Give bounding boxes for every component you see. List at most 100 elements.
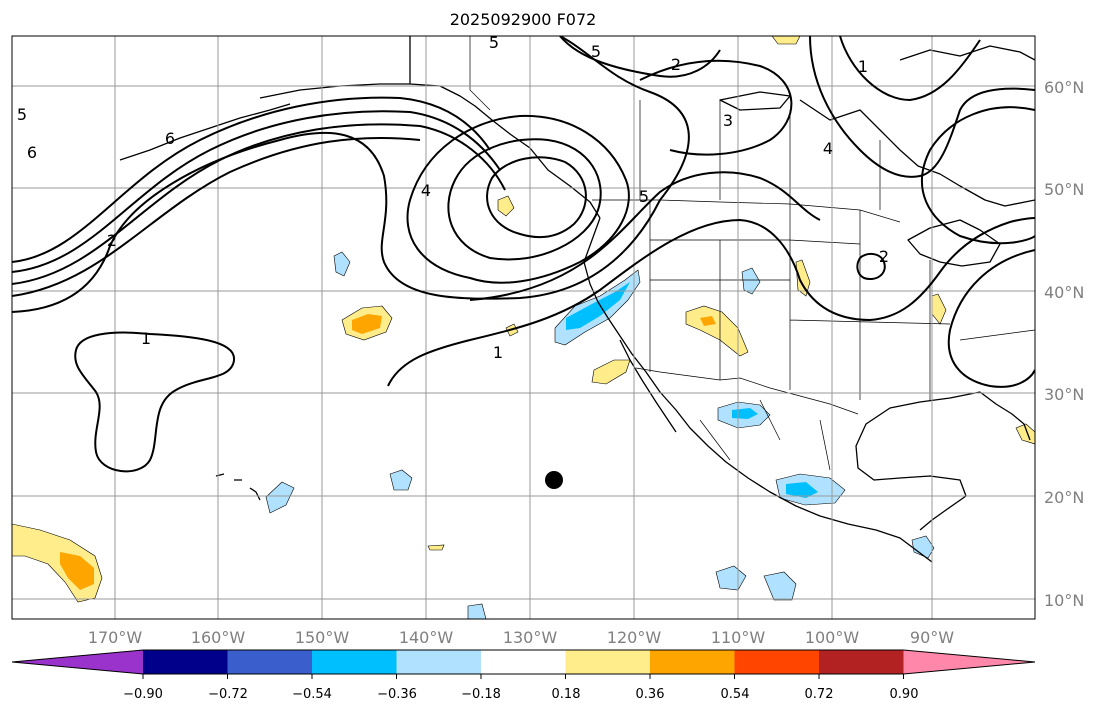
negative-anomaly-small <box>333 251 351 277</box>
lat-label: 40°N <box>1044 283 1084 302</box>
contour-line <box>12 136 421 297</box>
lon-label: 160°W <box>191 628 246 647</box>
arctic-islands <box>899 45 1035 61</box>
contour-line <box>447 138 602 261</box>
storm-position-marker <box>545 471 563 489</box>
lat-label: 60°N <box>1044 78 1084 97</box>
contour-line <box>387 217 1035 387</box>
colorbar-tick-label: 0.18 <box>552 687 581 702</box>
colorbar-segment <box>227 650 313 674</box>
contour-line <box>12 36 690 313</box>
map-title: 2025092900 F072 <box>450 10 597 29</box>
canada-north-islands <box>719 91 791 111</box>
positive-anomaly-top <box>771 36 801 45</box>
positive-anomaly-baja <box>591 359 631 385</box>
positive-anomaly-southwest-core <box>700 316 716 326</box>
contour-line <box>12 110 501 273</box>
lon-label: 110°W <box>711 628 766 647</box>
contour-line <box>639 59 793 156</box>
colorbar-tick-label: 0.72 <box>805 687 834 702</box>
negative-anomaly-pacific <box>389 469 413 491</box>
contour-line <box>74 331 236 473</box>
colorbar-tick-label: 0.54 <box>721 687 750 702</box>
colorbar-segment <box>819 650 904 674</box>
lat-label: 20°N <box>1044 488 1084 507</box>
us-mexico-border <box>635 367 859 415</box>
contour-label: 6 <box>27 143 37 162</box>
contour-label: 1 <box>141 329 151 348</box>
contour-line <box>920 106 1035 245</box>
contour-label: 1 <box>493 343 503 362</box>
map-frame <box>11 35 1036 620</box>
contour-line <box>12 123 506 285</box>
contour-line <box>856 252 886 280</box>
map-panel: 5 5 1 3 2 4 5 6 5 6 2 1 1 2 4 <box>12 33 1035 619</box>
contour-line <box>486 156 587 239</box>
canada-province-lines <box>639 100 881 210</box>
negative-anomaly-central-am <box>911 535 935 559</box>
negative-anomaly-gulf-coast <box>741 267 761 295</box>
hawaii-islands <box>215 473 261 501</box>
contour-label: 4 <box>823 139 833 158</box>
contour-label: 5 <box>639 187 649 206</box>
contour-label: 3 <box>723 111 733 130</box>
hudson-bay <box>799 99 1035 207</box>
colorbar-segment <box>650 650 735 674</box>
colorbar-segment <box>734 650 820 674</box>
colorbar-tick-label: −0.90 <box>123 687 163 702</box>
colorbar-segment <box>903 650 1035 674</box>
colorbar-segments <box>11 649 1036 675</box>
lat-label: 30°N <box>1044 385 1084 404</box>
positive-anomaly-pacific-core <box>352 314 382 334</box>
contour-line <box>809 36 1035 178</box>
colorbar-segment <box>481 650 566 674</box>
colorbar-ticks <box>142 674 904 679</box>
negative-anomaly-mexico-west-core <box>786 482 818 498</box>
negative-anomaly-california-core <box>566 282 630 330</box>
us-canada-border <box>592 199 901 223</box>
colorbar-segment <box>396 650 482 674</box>
great-lakes <box>907 219 1001 267</box>
contour-label: 6 <box>165 129 175 148</box>
contour-line <box>12 96 491 263</box>
colorbar-tick-label: −0.36 <box>377 687 417 702</box>
baja-peninsula <box>619 339 677 433</box>
negative-anomaly-tropics-2 <box>763 571 797 601</box>
contour-line <box>469 171 821 301</box>
colorbar-segment <box>12 650 143 674</box>
gulf-of-mexico <box>855 391 981 531</box>
colorbar-tick-label: −0.72 <box>208 687 248 702</box>
colorbar-segment <box>312 650 397 674</box>
contour-label: 5 <box>17 105 27 124</box>
colorbar-tick-labels: −0.90 −0.72 −0.54 −0.36 −0.18 0.18 0.36 … <box>123 687 918 702</box>
political-borders <box>469 36 1035 471</box>
contour-label: 2 <box>107 231 117 250</box>
contour-label: 5 <box>591 42 601 61</box>
contour-line <box>947 249 1035 388</box>
positive-anomaly-tiny <box>427 544 445 551</box>
latitude-labels: 60°N 50°N 40°N 30°N 20°N 10°N <box>1044 78 1084 610</box>
contour-label: 2 <box>879 247 889 266</box>
contour-label: 5 <box>489 33 499 52</box>
lon-label: 170°W <box>88 628 143 647</box>
contour-label: 1 <box>858 57 868 76</box>
lat-label: 10°N <box>1044 591 1084 610</box>
contour-labels: 5 5 1 3 2 4 5 6 5 6 2 1 1 2 4 <box>17 33 889 362</box>
contour-line <box>839 36 981 101</box>
florida <box>979 391 1031 441</box>
us-state-lines <box>649 200 1035 400</box>
colorbar: −0.90 −0.72 −0.54 −0.36 −0.18 0.18 0.36 … <box>11 649 1036 702</box>
colorbar-segment <box>143 650 228 674</box>
contour-lines <box>12 36 1035 473</box>
positive-anomaly-plains <box>795 259 811 297</box>
alaska-canada-border <box>469 36 491 111</box>
lon-label: 150°W <box>295 628 350 647</box>
positive-anomaly-west-tropics-core <box>60 552 94 590</box>
negative-anomaly-tropics-3 <box>467 603 487 619</box>
longitude-labels: 170°W 160°W 150°W 140°W 130°W 120°W 110°… <box>88 628 954 647</box>
contour-label: 2 <box>671 55 681 74</box>
colorbar-tick-label: 0.36 <box>636 687 665 702</box>
lat-label: 50°N <box>1044 180 1084 199</box>
colorbar-tick-label: −0.54 <box>292 687 332 702</box>
